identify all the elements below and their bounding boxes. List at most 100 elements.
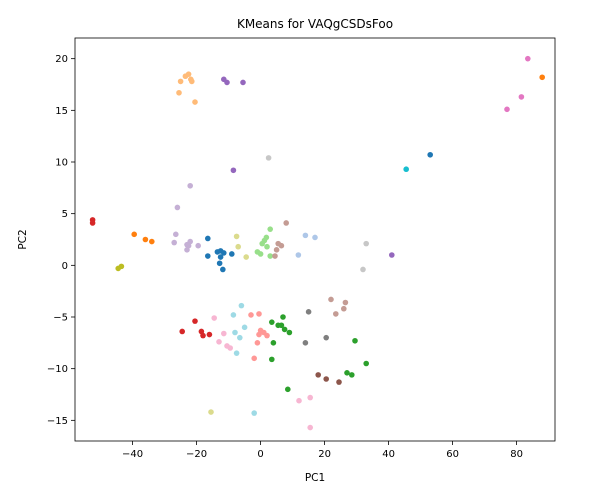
data-point [230,167,237,174]
data-point [285,386,291,393]
data-point [221,330,227,337]
data-point [539,74,545,81]
data-point [243,254,249,260]
data-point [195,242,201,249]
data-point [256,311,262,317]
y-tick-label: −10 [47,364,68,375]
data-point [216,339,222,345]
data-point [363,360,370,367]
data-point [227,345,233,351]
data-point [232,329,238,336]
data-point [176,89,182,96]
data-point [344,370,350,376]
data-point [389,252,395,258]
data-point [341,305,347,312]
y-tick-label: −5 [53,313,68,324]
chart-title: KMeans for VAQgCSDsFoo [237,17,393,31]
data-point [333,311,339,317]
data-point [281,326,288,333]
data-point [230,312,237,318]
data-point [171,239,177,246]
data-point [89,220,96,226]
data-point [179,328,185,335]
x-tick-label: 20 [318,449,331,460]
data-point [264,332,270,339]
x-tick-label: 0 [257,449,263,460]
data-point [192,318,198,324]
y-tick-label: 0 [62,261,68,272]
data-point [251,410,257,416]
data-point [518,94,525,100]
data-point [363,240,370,247]
y-tick-label: 5 [62,209,68,220]
data-point [269,319,275,325]
data-point [206,331,213,338]
data-point [278,322,285,329]
data-point [187,182,193,189]
data-point [185,71,192,77]
data-point [177,78,184,85]
y-tick-label: 10 [55,158,68,169]
y-axis-ticks: −15 −10 −5 0 5 10 15 20 [47,54,75,427]
data-point [264,243,270,250]
data-point [267,226,274,232]
data-point [269,356,275,363]
data-point [323,334,330,341]
data-point [295,252,302,258]
y-tick-label: 20 [55,54,68,65]
data-point [200,332,206,339]
data-point [328,296,334,303]
data-point [312,234,318,241]
data-point [307,424,314,431]
data-point [220,266,226,273]
data-point [240,79,246,86]
data-point [221,250,227,256]
data-point [257,251,264,257]
data-point [149,238,155,245]
x-tick-label: 80 [510,449,523,460]
data-point [307,394,314,401]
data-point [211,315,217,321]
data-point [259,240,266,247]
data-point [270,340,277,346]
data-point [342,299,349,306]
data-point [173,231,179,238]
data-point [208,409,214,415]
y-tick-label: −15 [47,416,68,427]
data-point [251,355,257,362]
data-point [267,253,274,259]
data-point [504,106,510,113]
data-point [427,151,434,158]
data-point [272,253,278,259]
data-point [360,266,366,273]
data-point [205,253,211,259]
data-point [142,236,149,243]
data-point [254,340,261,346]
y-tick-label: 15 [55,106,68,117]
data-point [174,204,181,211]
data-point [286,329,293,336]
data-point [302,340,309,346]
x-axis-ticks: −40 −20 0 20 40 60 80 [122,441,523,460]
data-point [305,309,312,315]
data-point [525,55,531,62]
data-point [216,260,223,267]
data-point [336,379,342,385]
data-point [265,155,272,161]
data-point [302,232,309,239]
data-point [283,220,290,226]
data-point [131,231,137,238]
data-point [238,302,245,309]
data-point [278,242,285,249]
data-point [229,251,235,257]
x-axis-label: PC1 [305,472,325,484]
x-tick-label: −20 [186,449,207,460]
data-point [187,238,193,245]
data-point [352,337,358,344]
data-point [224,79,230,86]
x-tick-label: 60 [446,449,459,460]
data-point [237,334,243,341]
data-point [233,233,240,240]
data-point [189,78,195,85]
